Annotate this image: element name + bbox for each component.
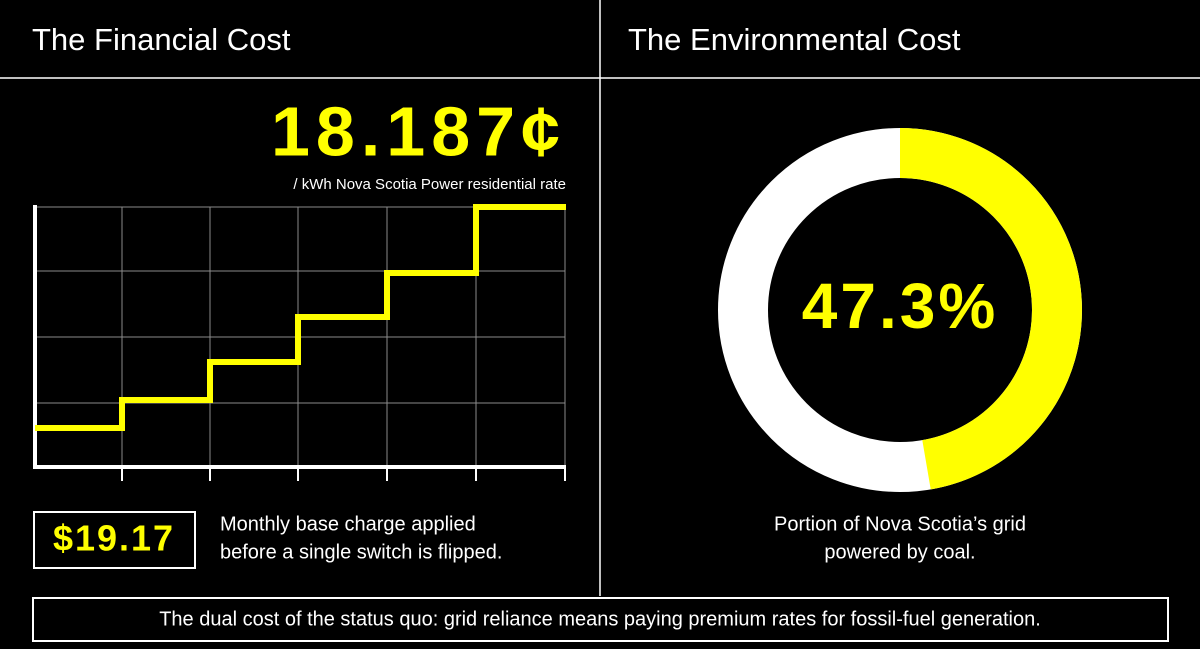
panel-title: The Financial Cost (32, 22, 291, 57)
donut-label: 47.3% (802, 270, 998, 342)
base-charge: $19.17 (53, 518, 175, 559)
panel-title: The Environmental Cost (628, 22, 961, 57)
rate-value: 18.187¢ (271, 92, 566, 170)
charge-box (33, 511, 196, 569)
step-line (35, 204, 566, 431)
footer-text: The dual cost of the status quo: grid re… (159, 608, 1041, 630)
ticks (121, 467, 566, 481)
env-caption: Portion of Nova Scotia’s grid (774, 513, 1026, 535)
donut (899, 128, 1082, 490)
step-chart (33, 204, 566, 481)
donut-segment (899, 128, 1082, 490)
footer-box (32, 597, 1169, 642)
base-caption: Monthly base charge applied (220, 513, 476, 535)
base-caption: before a single switch is flipped. (220, 541, 502, 563)
rate-caption: / kWh Nova Scotia Power residential rate (293, 176, 566, 193)
env-caption: powered by coal. (824, 541, 975, 563)
